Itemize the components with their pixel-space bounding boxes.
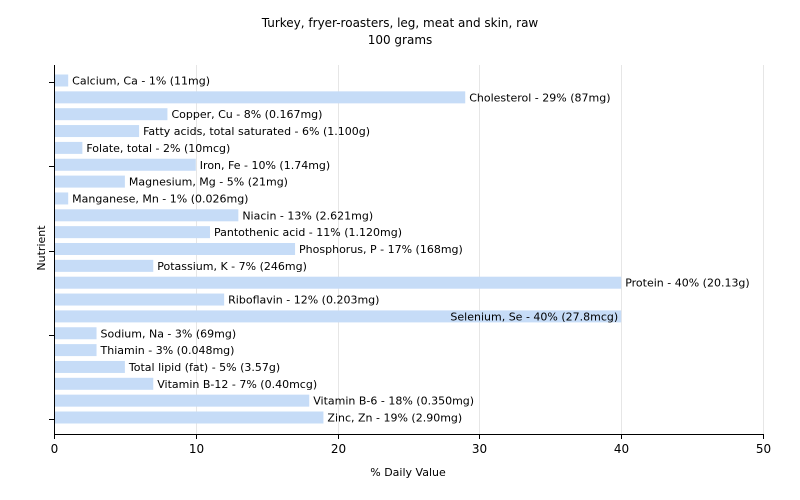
bar: [55, 327, 97, 340]
bar-label: Zinc, Zn - 19% (2.90mg): [327, 412, 462, 425]
bar: [55, 344, 97, 357]
bar-label: Pantothenic acid - 11% (1.120mg): [214, 226, 402, 239]
bar: [55, 259, 154, 272]
bar-label: Calcium, Ca - 1% (11mg): [72, 75, 210, 88]
bar-label: Copper, Cu - 8% (0.167mg): [171, 108, 322, 121]
bar: [55, 209, 239, 222]
x-axis-title: % Daily Value: [370, 466, 446, 479]
bar: [55, 141, 83, 154]
bar: [55, 377, 154, 390]
bar: [55, 394, 310, 407]
bar: [55, 74, 69, 87]
bar-label: Fatty acids, total saturated - 6% (1.100…: [143, 125, 370, 138]
bar-label: Potassium, K - 7% (246mg): [157, 260, 307, 273]
bar-label: Vitamin B-12 - 7% (0.40mcg): [157, 378, 317, 391]
x-tick-label: 0: [51, 442, 59, 456]
bar-label: Phosphorus, P - 17% (168mg): [299, 243, 463, 256]
bars: Calcium, Ca - 1% (11mg) Cholesterol - 29%…: [55, 74, 750, 425]
x-tick-label: 10: [189, 442, 204, 456]
bar-label: Thiamin - 3% (0.048mg): [100, 344, 235, 357]
bar-label: Protein - 40% (20.13g): [625, 277, 750, 290]
chart-title: Turkey, fryer-roasters, leg, meat and sk…: [261, 16, 539, 30]
bar: [55, 226, 210, 239]
bar: [55, 108, 168, 121]
bar-label: Vitamin B-6 - 18% (0.350mg): [313, 395, 474, 408]
bar-label: Total lipid (fat) - 5% (3.57g): [128, 361, 280, 374]
bar: [55, 125, 140, 138]
bar: [55, 411, 324, 424]
bar-label: Folate, total - 2% (10mcg): [86, 142, 230, 155]
bar-label: Sodium, Na - 3% (69mg): [101, 327, 237, 340]
bar-label: Selenium, Se - 40% (27.8mcg): [450, 310, 618, 323]
bar-label: Riboflavin - 12% (0.203mg): [228, 294, 379, 307]
x-tick-label: 20: [331, 442, 346, 456]
bar: [55, 158, 196, 171]
bar: [55, 243, 296, 255]
x-tick-label: 30: [472, 442, 487, 456]
grid-lines: [196, 65, 764, 434]
y-axis-title: Nutrient: [35, 225, 48, 271]
bar-label: Cholesterol - 29% (87mg): [469, 91, 610, 104]
chart-subtitle: 100 grams: [368, 33, 433, 47]
bar-label: Manganese, Mn - 1% (0.026mg): [72, 192, 248, 205]
axes: 0 10 20 30 40 50: [49, 65, 771, 456]
bar: [55, 192, 69, 205]
x-tick-label: 40: [614, 442, 629, 456]
bar: [55, 360, 125, 373]
bar-label: Magnesium, Mg - 5% (21mg): [129, 176, 288, 189]
x-tick-label: 50: [756, 442, 771, 456]
bar: [55, 293, 225, 306]
bar: [55, 310, 622, 323]
bar-label: Iron, Fe - 10% (1.74mg): [200, 159, 330, 172]
bar: [55, 175, 125, 188]
bar: [55, 91, 466, 104]
bar-label: Niacin - 13% (2.621mg): [242, 209, 373, 222]
bar: [55, 276, 622, 289]
